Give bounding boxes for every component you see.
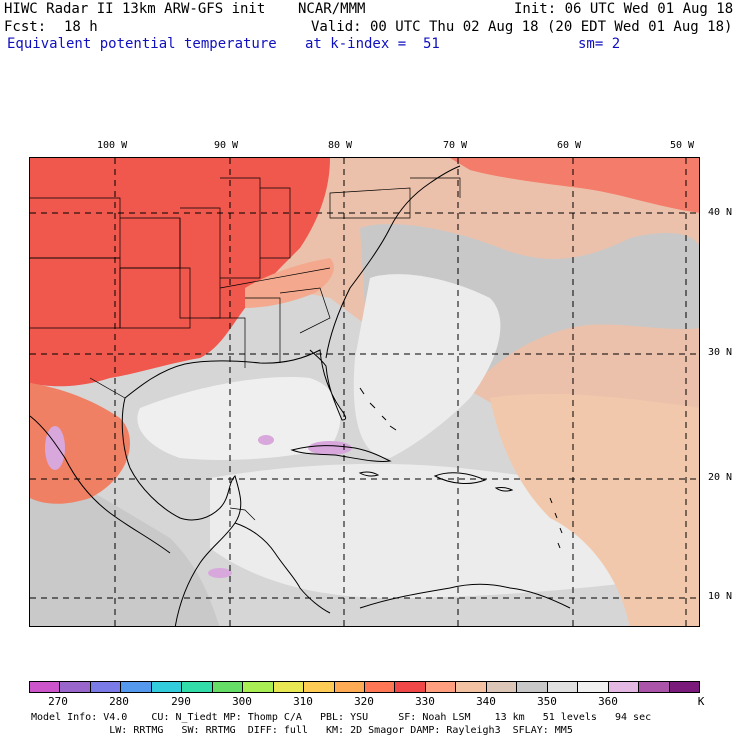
puerto-rico-outline bbox=[494, 487, 514, 492]
state-border bbox=[245, 297, 281, 363]
forecast-hour: 18 h bbox=[64, 19, 98, 35]
lat-label-10n: 10 N bbox=[708, 591, 733, 602]
colorbar-label: 340 bbox=[476, 695, 496, 708]
colorbar-swatch bbox=[547, 682, 579, 692]
state-border bbox=[260, 187, 291, 259]
purple-cell bbox=[45, 426, 65, 470]
political-borders bbox=[30, 177, 461, 521]
colorbar-swatch bbox=[90, 682, 122, 692]
state-border bbox=[30, 257, 121, 329]
colorbar-label: 360 bbox=[598, 695, 618, 708]
lat-label-30n: 30 N bbox=[708, 347, 733, 358]
colorbar-label: 320 bbox=[354, 695, 374, 708]
colorbar-swatch bbox=[151, 682, 183, 692]
state-border bbox=[210, 317, 246, 368]
east-atlantic-warm-region bbox=[490, 393, 699, 626]
state-border bbox=[329, 187, 411, 219]
colorbar-swatch bbox=[212, 682, 244, 692]
model-info-line2: LW: RRTMG SW: RRTMG DIFF: full KM: 2D Sm… bbox=[31, 725, 573, 736]
purple-cell bbox=[308, 441, 352, 455]
colorbar-swatch bbox=[30, 682, 61, 692]
lat-label-40n: 40 N bbox=[708, 207, 733, 218]
lon-label-60w: 60 W bbox=[557, 140, 582, 151]
colorbar-label: 300 bbox=[232, 695, 252, 708]
atlantic-light-region bbox=[353, 274, 501, 458]
lon-label-80w: 80 W bbox=[328, 140, 353, 151]
colorbar-label: 330 bbox=[415, 695, 435, 708]
colorbar-swatch bbox=[578, 682, 609, 692]
colorbar-swatch bbox=[60, 682, 91, 692]
colorbar-swatch bbox=[334, 682, 365, 692]
vertical-level: at k-index = 51 bbox=[305, 36, 440, 52]
colorbar-label: 350 bbox=[537, 695, 557, 708]
model-info-line1: Model Info: V4.0 CU: N_Tiedt MP: Thomp C… bbox=[31, 712, 652, 723]
lon-label-70w: 70 W bbox=[443, 140, 468, 151]
pacific-coastline bbox=[30, 415, 171, 554]
model-title: HIWC Radar II 13km ARW-GFS init bbox=[4, 1, 266, 17]
map-panel bbox=[29, 157, 700, 627]
lon-label-50w: 50 W bbox=[670, 140, 695, 151]
state-border bbox=[219, 267, 331, 289]
colorbar-swatch bbox=[304, 682, 335, 692]
hispaniola-outline bbox=[433, 472, 487, 484]
graticule bbox=[30, 158, 699, 626]
central-america-coastline bbox=[234, 522, 331, 614]
mexico-warm-region bbox=[30, 383, 130, 504]
lon-label-100w: 100 W bbox=[97, 140, 128, 151]
lesser-antilles bbox=[549, 497, 563, 549]
state-border bbox=[220, 177, 261, 279]
lat-label-20n: 20 N bbox=[708, 472, 733, 483]
smoothing-value: sm= 2 bbox=[578, 36, 621, 52]
colorbar-swatch bbox=[517, 682, 548, 692]
init-time: Init: 06 UTC Wed 01 Aug 18 bbox=[514, 1, 734, 17]
colorbar-swatch bbox=[364, 682, 396, 692]
northeast-warm-strip bbox=[450, 158, 699, 213]
forecast-label: Fcst: bbox=[4, 19, 47, 35]
national-border bbox=[229, 507, 256, 521]
colorbar-swatch bbox=[486, 682, 518, 692]
field-name: Equivalent potential temperature bbox=[7, 36, 277, 52]
gulf-coastline bbox=[124, 349, 347, 421]
colorbar-swatch bbox=[425, 682, 457, 692]
national-border bbox=[89, 377, 126, 399]
colorbar-units: K bbox=[697, 695, 705, 708]
cuba-outline bbox=[290, 445, 392, 462]
colorbar-label: 290 bbox=[171, 695, 191, 708]
jamaica-outline bbox=[358, 471, 380, 477]
theta-e-map bbox=[30, 158, 699, 626]
colorbar-swatch bbox=[639, 682, 670, 692]
source-label: NCAR/MMM bbox=[298, 1, 366, 17]
colorbar-swatch bbox=[395, 682, 426, 692]
bahamas bbox=[359, 387, 397, 431]
east-coast-warm-tongue bbox=[245, 258, 335, 308]
colorbar-label: 280 bbox=[109, 695, 129, 708]
colorbar-swatch bbox=[669, 682, 699, 692]
colorbar-swatch bbox=[608, 682, 640, 692]
colorbar-swatch bbox=[243, 682, 274, 692]
colorbar-swatch bbox=[182, 682, 213, 692]
colorbar-label: 270 bbox=[48, 695, 68, 708]
colorbar-swatch bbox=[456, 682, 487, 692]
state-border bbox=[410, 177, 461, 198]
south-america-coastline bbox=[359, 583, 571, 609]
colorbar bbox=[29, 681, 700, 693]
lon-label-90w: 90 W bbox=[214, 140, 239, 151]
colorbar-swatch bbox=[121, 682, 152, 692]
purple-cell bbox=[208, 568, 232, 578]
purple-cell bbox=[258, 435, 274, 445]
colorbar-label: 310 bbox=[293, 695, 313, 708]
mexico-coastline bbox=[121, 397, 242, 626]
valid-time: Valid: 00 UTC Thu 02 Aug 18 (20 EDT Wed … bbox=[311, 19, 733, 35]
gulf-of-mexico-region bbox=[137, 377, 341, 460]
colorbar-swatch bbox=[273, 682, 305, 692]
state-border bbox=[279, 287, 331, 334]
